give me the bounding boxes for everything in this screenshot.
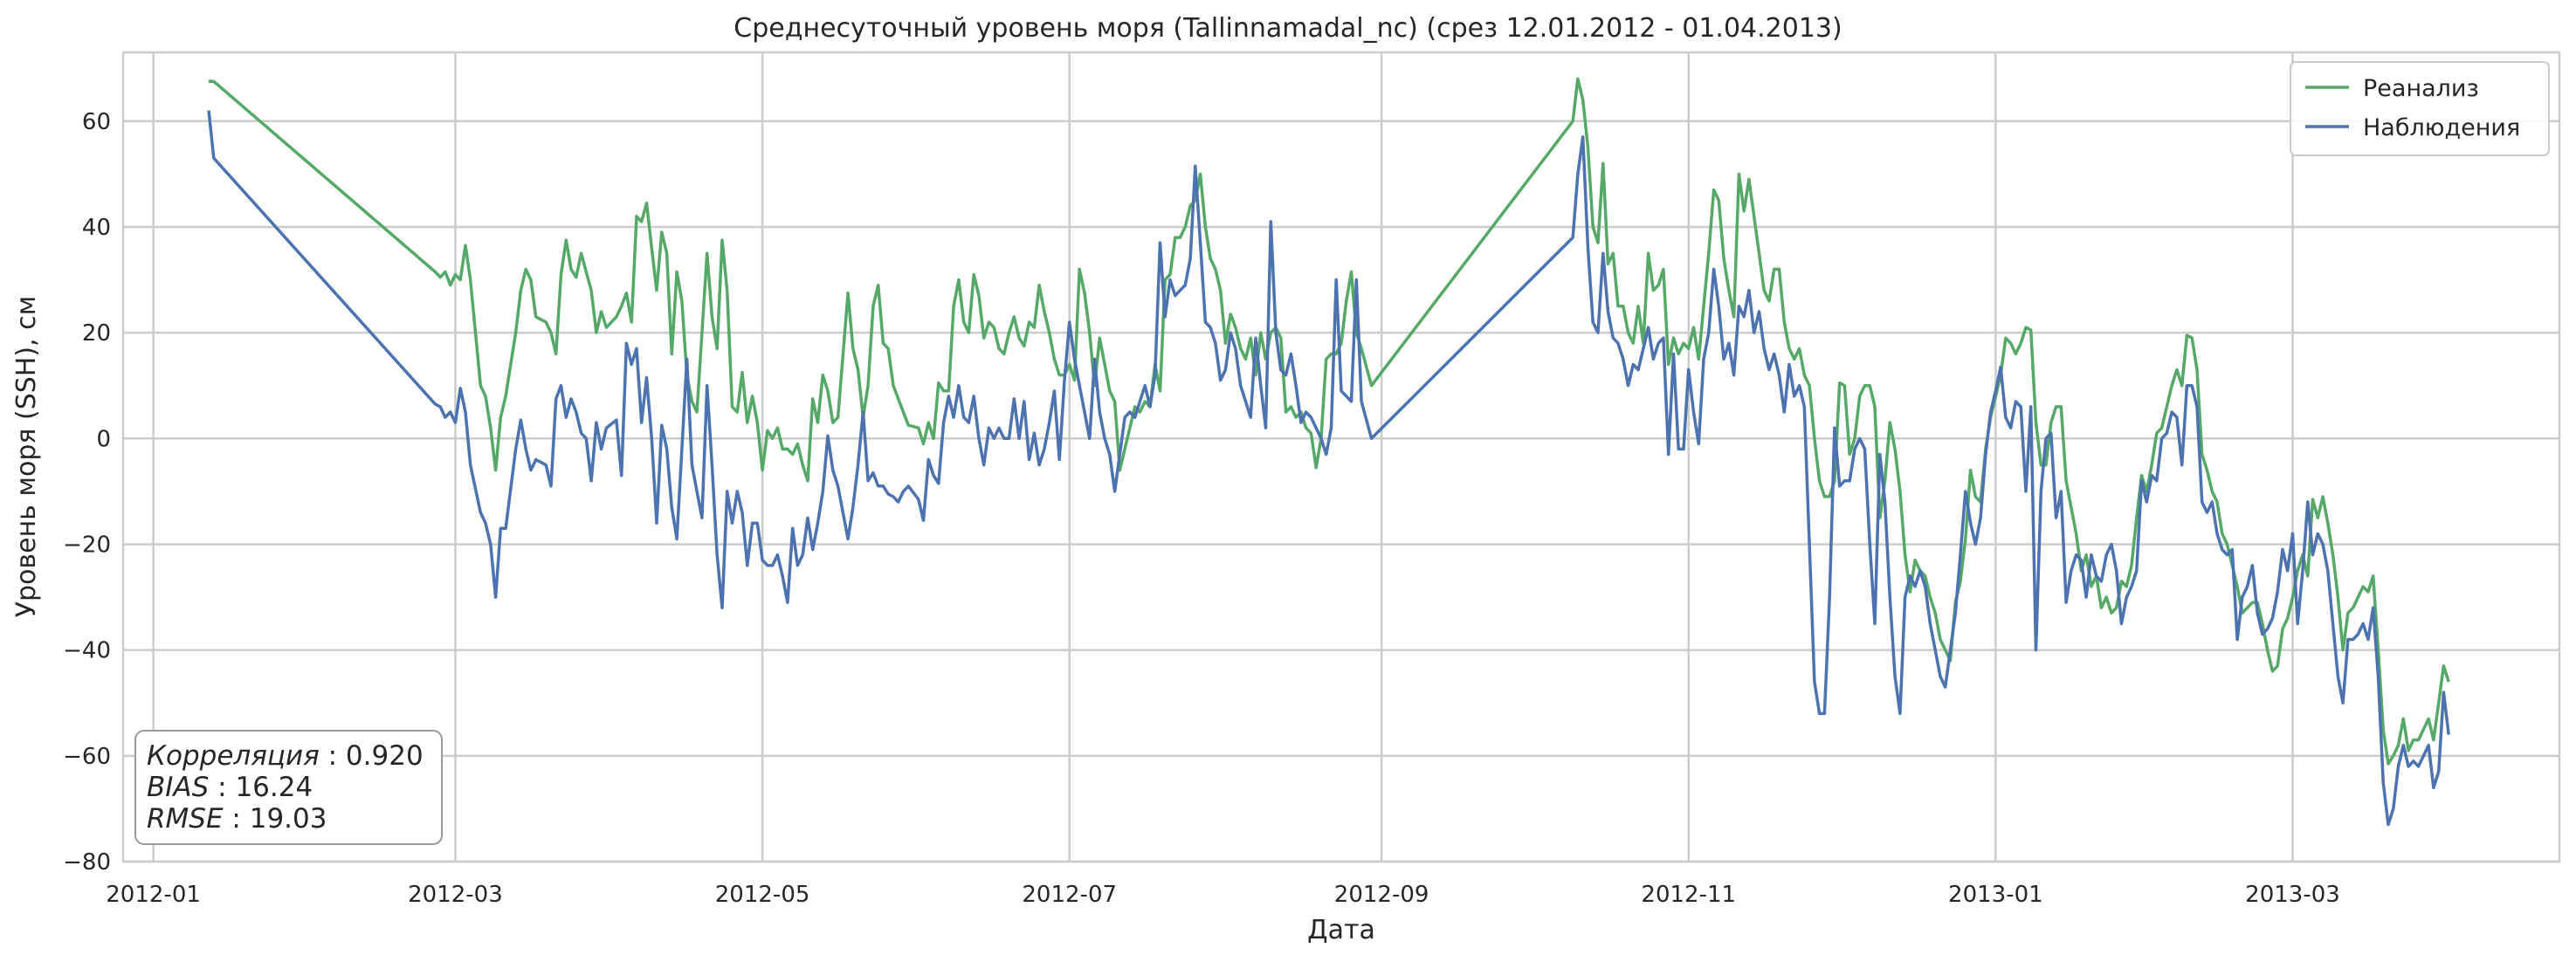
stats-rmse: RMSE : 19.03 — [147, 803, 327, 835]
y-tick-label: 60 — [82, 109, 111, 135]
stats-rmse-label: RMSE — [147, 803, 224, 835]
y-tick-label: 0 — [96, 426, 111, 452]
x-tick-label: 2012-01 — [106, 882, 201, 908]
legend: Реанализ Наблюдения — [2290, 61, 2550, 156]
stats-rmse-value: 19.03 — [250, 803, 327, 835]
y-axis-label: Уровень моря (SSH), см — [11, 296, 42, 618]
y-tick-label: −40 — [63, 638, 111, 664]
stats-bias: BIAS : 16.24 — [147, 772, 313, 803]
x-tick-label: 2013-03 — [2245, 882, 2340, 908]
x-tick-label: 2012-09 — [1334, 882, 1429, 908]
series-line-observations — [207, 110, 2450, 827]
stats-bias-label: BIAS — [147, 772, 209, 803]
y-tick-label: 40 — [82, 215, 111, 241]
x-tick-label: 2012-05 — [715, 882, 810, 908]
x-tick-label: 2012-11 — [1641, 882, 1736, 908]
x-tick-label: 2013-01 — [1948, 882, 2043, 908]
x-tick-label: 2012-07 — [1022, 882, 1117, 908]
stats-correlation: Корреляция : 0.920 — [147, 740, 424, 772]
chart-title: Среднесуточный уровень моря (Tallinnamad… — [734, 13, 1842, 44]
series-line-reanalysis — [209, 77, 2450, 766]
legend-label-reanalysis: Реанализ — [2363, 75, 2479, 102]
legend-box — [2290, 61, 2550, 156]
x-tick-label: 2012-03 — [408, 882, 503, 908]
x-axis-label: Дата — [1307, 915, 1375, 945]
tick-labels: 2012-01 2012-03 2012-05 2012-07 2012-09 2012-… — [63, 109, 2340, 908]
stats-box-frame — [134, 730, 443, 845]
stats-annotation: Корреляция : 0.920 BIAS : 16.24 RMSE : 1… — [134, 730, 443, 845]
stats-correlation-value: 0.920 — [346, 740, 424, 772]
y-tick-label: −80 — [63, 849, 111, 876]
stats-correlation-label: Корреляция — [147, 740, 320, 772]
y-tick-label: 20 — [82, 320, 111, 347]
plot-area-frame — [121, 51, 2561, 863]
series-lines — [207, 77, 2450, 827]
y-tick-label: −60 — [63, 744, 111, 770]
legend-label-observations: Наблюдения — [2363, 114, 2520, 141]
y-tick-label: −20 — [63, 532, 111, 558]
stats-bias-value: 16.24 — [235, 772, 313, 803]
